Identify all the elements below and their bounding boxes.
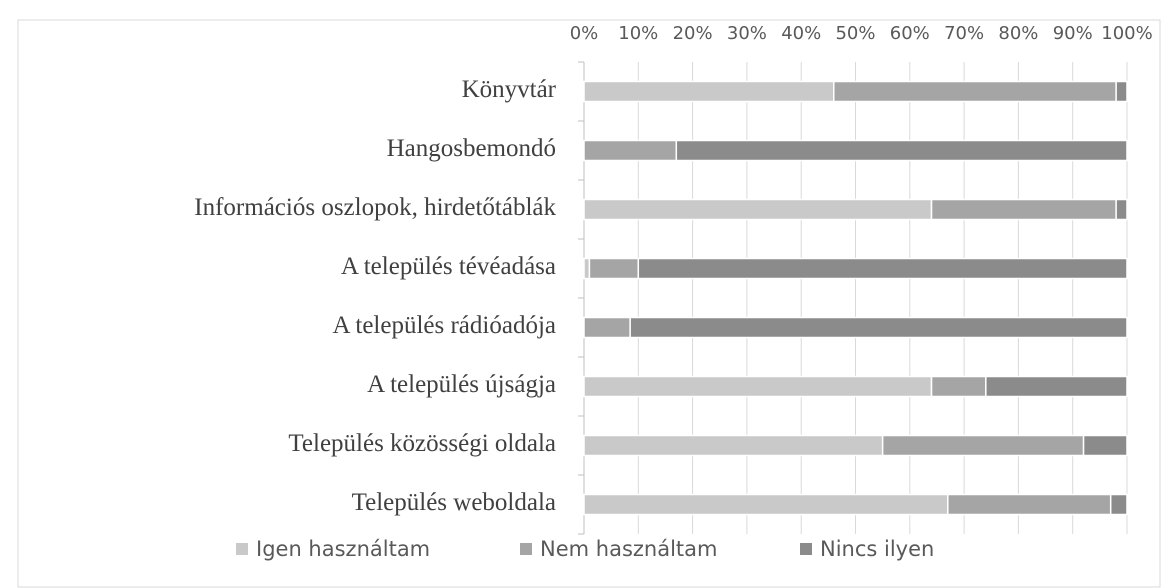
- x-tick-label: 100%: [1101, 23, 1152, 44]
- legend-swatch: [236, 543, 248, 555]
- bar-segment: [675, 139, 1128, 162]
- bar-segment: [583, 316, 631, 339]
- y-tick-label: A település rádióadója: [332, 312, 556, 339]
- bar-segment: [583, 375, 933, 398]
- bar-segment: [1115, 198, 1128, 221]
- bar-segment: [985, 375, 1128, 398]
- y-tick-label: Település weboldala: [352, 489, 556, 516]
- legend-swatch: [800, 543, 812, 555]
- bar-segment: [637, 257, 1128, 280]
- bar-segment: [583, 198, 933, 221]
- x-tick-label: 20%: [673, 23, 713, 44]
- y-tick-label: Információs oszlopok, hirdetőtáblák: [194, 194, 556, 221]
- legend-label: Nincs ilyen: [820, 537, 934, 561]
- x-tick-label: 60%: [890, 23, 930, 44]
- x-tick-label: 70%: [944, 23, 984, 44]
- bar-segment: [583, 434, 884, 457]
- bar-segment: [588, 257, 640, 280]
- x-tick-label: 50%: [835, 23, 875, 44]
- bar-segment: [947, 493, 1112, 516]
- bar-segment: [833, 80, 1117, 103]
- y-tick-label: Hangosbemondó: [387, 135, 556, 162]
- x-tick-label: 90%: [1053, 23, 1093, 44]
- x-tick-label: 10%: [618, 23, 658, 44]
- y-tick-label: A település újságja: [367, 371, 556, 398]
- chart-frame: [17, 19, 1161, 588]
- bar-segment: [881, 434, 1085, 457]
- x-tick-label: 40%: [781, 23, 821, 44]
- bar-segment: [930, 198, 1117, 221]
- x-tick-label: 0%: [570, 23, 599, 44]
- x-tick-label: 80%: [998, 23, 1038, 44]
- bar-segment: [583, 257, 591, 280]
- bar-segment: [1082, 434, 1128, 457]
- legend-label: Igen használtam: [256, 537, 430, 561]
- bar-segment: [930, 375, 987, 398]
- bar-segment: [1109, 493, 1128, 516]
- bar-segment: [1115, 80, 1128, 103]
- bar-segment: [629, 316, 1128, 339]
- y-tick-label: Település közösségi oldala: [288, 430, 556, 457]
- bar-segment: [583, 80, 835, 103]
- bar-segment: [583, 139, 678, 162]
- y-tick-label: Könyvtár: [462, 76, 557, 103]
- legend-label: Nem használtam: [540, 537, 717, 561]
- x-tick-label: 30%: [727, 23, 767, 44]
- legend-swatch: [520, 543, 532, 555]
- bar-segment: [583, 493, 949, 516]
- y-tick-label: A település tévéadása: [341, 253, 556, 280]
